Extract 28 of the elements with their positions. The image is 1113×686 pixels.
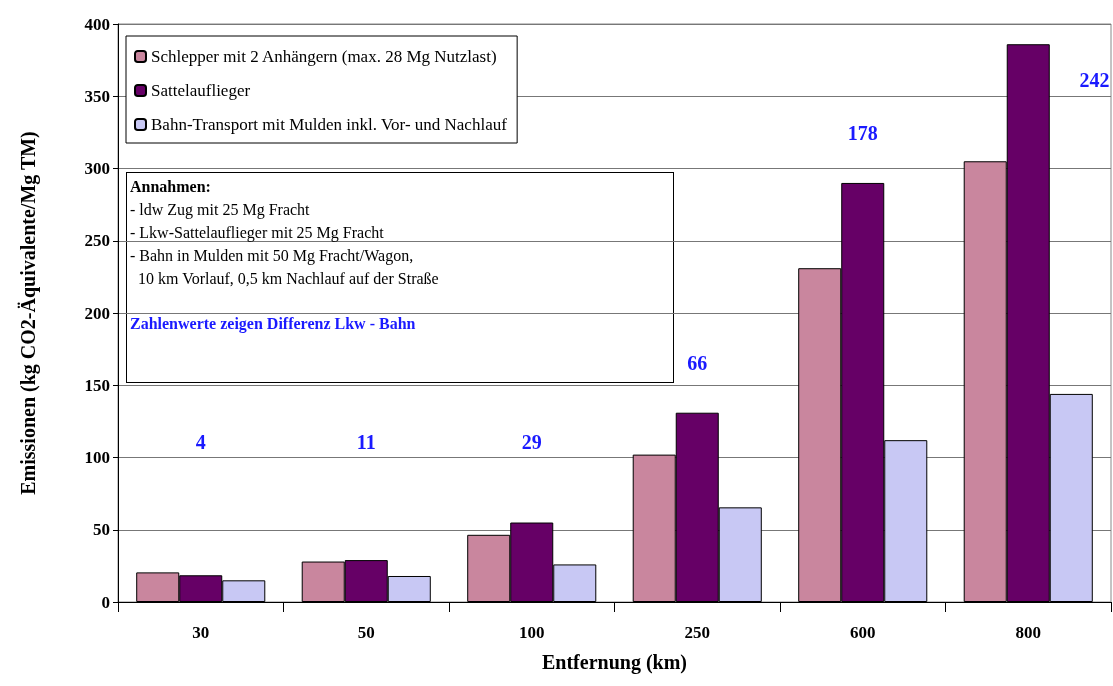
y-tick-label: 50 [93, 520, 110, 540]
legend-label: Sattelauflieger [151, 81, 251, 100]
annotation: 178 [847, 121, 878, 144]
annotation: 242 [1079, 69, 1110, 91]
x-axis-title: Entfernung (km) [541, 651, 688, 674]
y-tick-label: 300 [84, 159, 110, 178]
y-tick-label: 0 [101, 592, 110, 612]
annotation: 29 [521, 431, 542, 453]
annotation: 4 [195, 431, 206, 453]
x-tick-label: 250 [684, 623, 710, 642]
y-tick-label: 400 [84, 14, 110, 34]
x-tick-label: 800 [1015, 623, 1041, 642]
annotation: Zahlenwerte zeigen Differenz Lkw - Bahn [130, 314, 416, 333]
y-tick-label: 200 [84, 303, 110, 323]
legend-label: Schlepper mit 2 Anhängern (max. 28 Mg Nutzlast) [151, 47, 497, 66]
y-tick-label: 250 [84, 231, 110, 251]
x-tick-label: 50 [357, 623, 375, 642]
y-axis-title: Emissionen (kg CO2-Äquivalente/Mg TM) [17, 131, 40, 495]
legend-label: Bahn-Transport mit Mulden inkl. Vor- und Nachlauf [151, 115, 508, 134]
annotation: Annahmen: - ldw Zug mit 25 Mg Fracht - Lkw-Sattelauflieger mit 25 Mg Fracht - Bahn in Mulden mit 50 Mg Fracht/Wagon, 10 km Vorlauf, 0,5 km Nachlauf auf der Straße [130, 177, 439, 287]
annotation: 11 [356, 431, 376, 453]
annotation: 66 [687, 351, 708, 374]
x-tick-label: 30 [192, 623, 210, 642]
y-tick-label: 150 [84, 375, 110, 395]
x-tick-label: 100 [519, 623, 545, 642]
y-tick-label: 350 [84, 86, 110, 106]
y-tick-label: 100 [84, 448, 110, 467]
x-tick-label: 600 [850, 623, 876, 642]
